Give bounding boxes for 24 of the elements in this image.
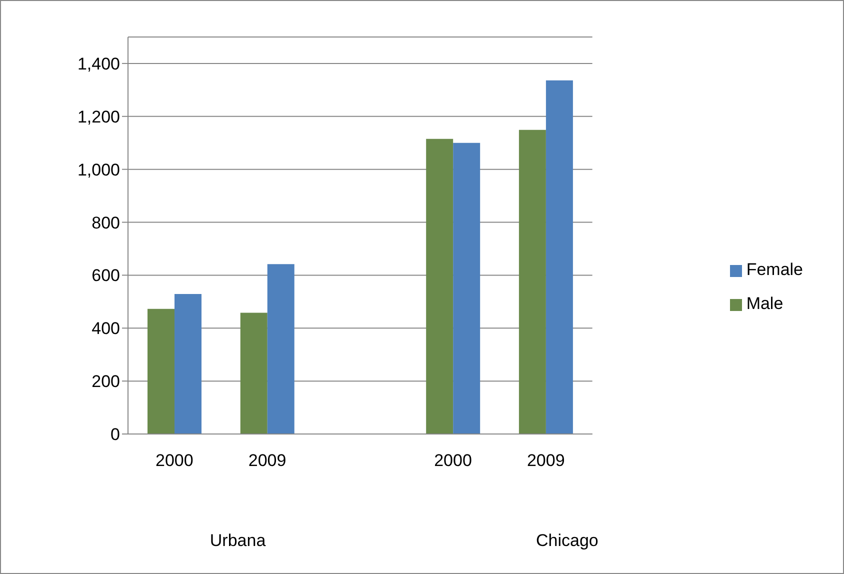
x-tick-label: 2000	[156, 451, 194, 470]
legend-label: Male	[746, 294, 784, 313]
bar	[453, 142, 480, 434]
bar	[546, 80, 573, 434]
x-tick-label: 2009	[248, 451, 286, 470]
text: Chicago	[535, 531, 600, 551]
y-tick-label: 0	[110, 425, 120, 444]
x-tick-label: 2009	[526, 451, 565, 470]
legend-label: Female	[746, 260, 803, 279]
y-tick-label: 800	[92, 213, 120, 232]
y-tick-label: 400	[92, 319, 120, 338]
bar	[518, 130, 546, 434]
bar	[240, 312, 268, 434]
bar	[426, 138, 454, 434]
y-tick-label: 600	[92, 266, 120, 286]
y-tick-label: 1,400	[77, 54, 120, 74]
text: Urbana	[208, 531, 267, 551]
bar	[148, 308, 174, 434]
bar	[174, 294, 202, 434]
x-tick-label: 2000	[434, 451, 472, 470]
y-tick-label: 1,000	[77, 160, 120, 180]
bar	[267, 264, 294, 434]
y-tick-label: 1,200	[77, 107, 120, 126]
y-tick-label: 200	[92, 372, 120, 392]
